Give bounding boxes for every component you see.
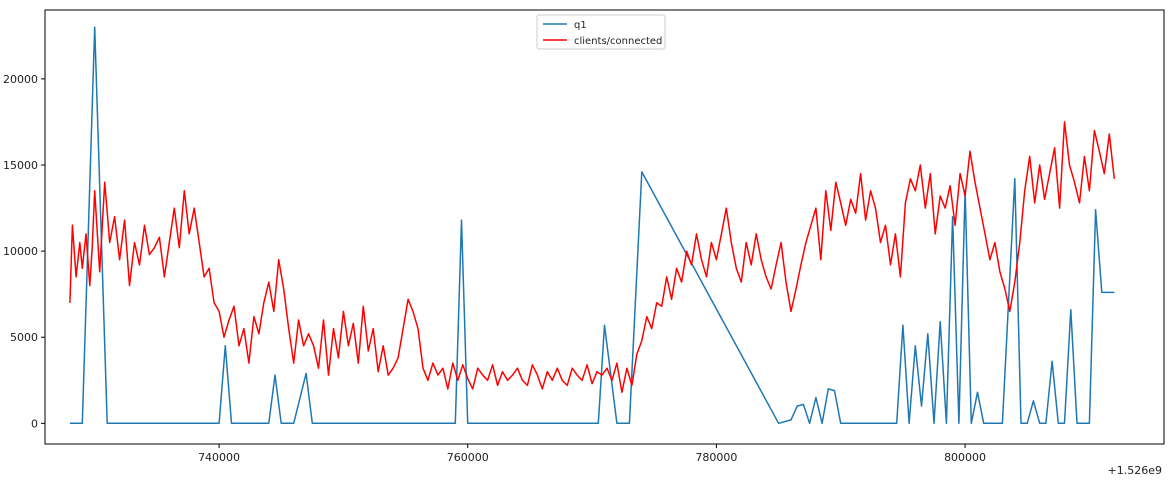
legend-label-q1: q1 — [574, 20, 587, 31]
axis-layer: 740000 760000 780000 800000 0 5000 10000 15000 2… — [3, 73, 986, 464]
legend: q1 clients/connected — [536, 14, 666, 50]
x-tick-label: 760000 — [447, 451, 489, 464]
legend-label-clients-connected: clients/connected — [574, 36, 662, 47]
plot-background — [45, 10, 1164, 444]
series-line-q1 — [69, 26, 1115, 425]
x-tick-label: 780000 — [695, 451, 737, 464]
x-offset-label: +1.526e9 — [1108, 464, 1162, 477]
y-tick-label: 15000 — [3, 159, 38, 172]
series-layer — [69, 26, 1116, 425]
y-tick-label: 20000 — [3, 73, 38, 86]
legend-box — [536, 14, 666, 50]
y-tick-label: 5000 — [10, 331, 38, 344]
x-tick-label: 740000 — [198, 451, 240, 464]
x-tick-label: 800000 — [944, 451, 986, 464]
series-line-clients-connected — [69, 121, 1116, 394]
plot-frame — [44, 9, 1165, 445]
y-tick-label: 10000 — [3, 245, 38, 258]
y-tick-label: 0 — [31, 417, 38, 430]
